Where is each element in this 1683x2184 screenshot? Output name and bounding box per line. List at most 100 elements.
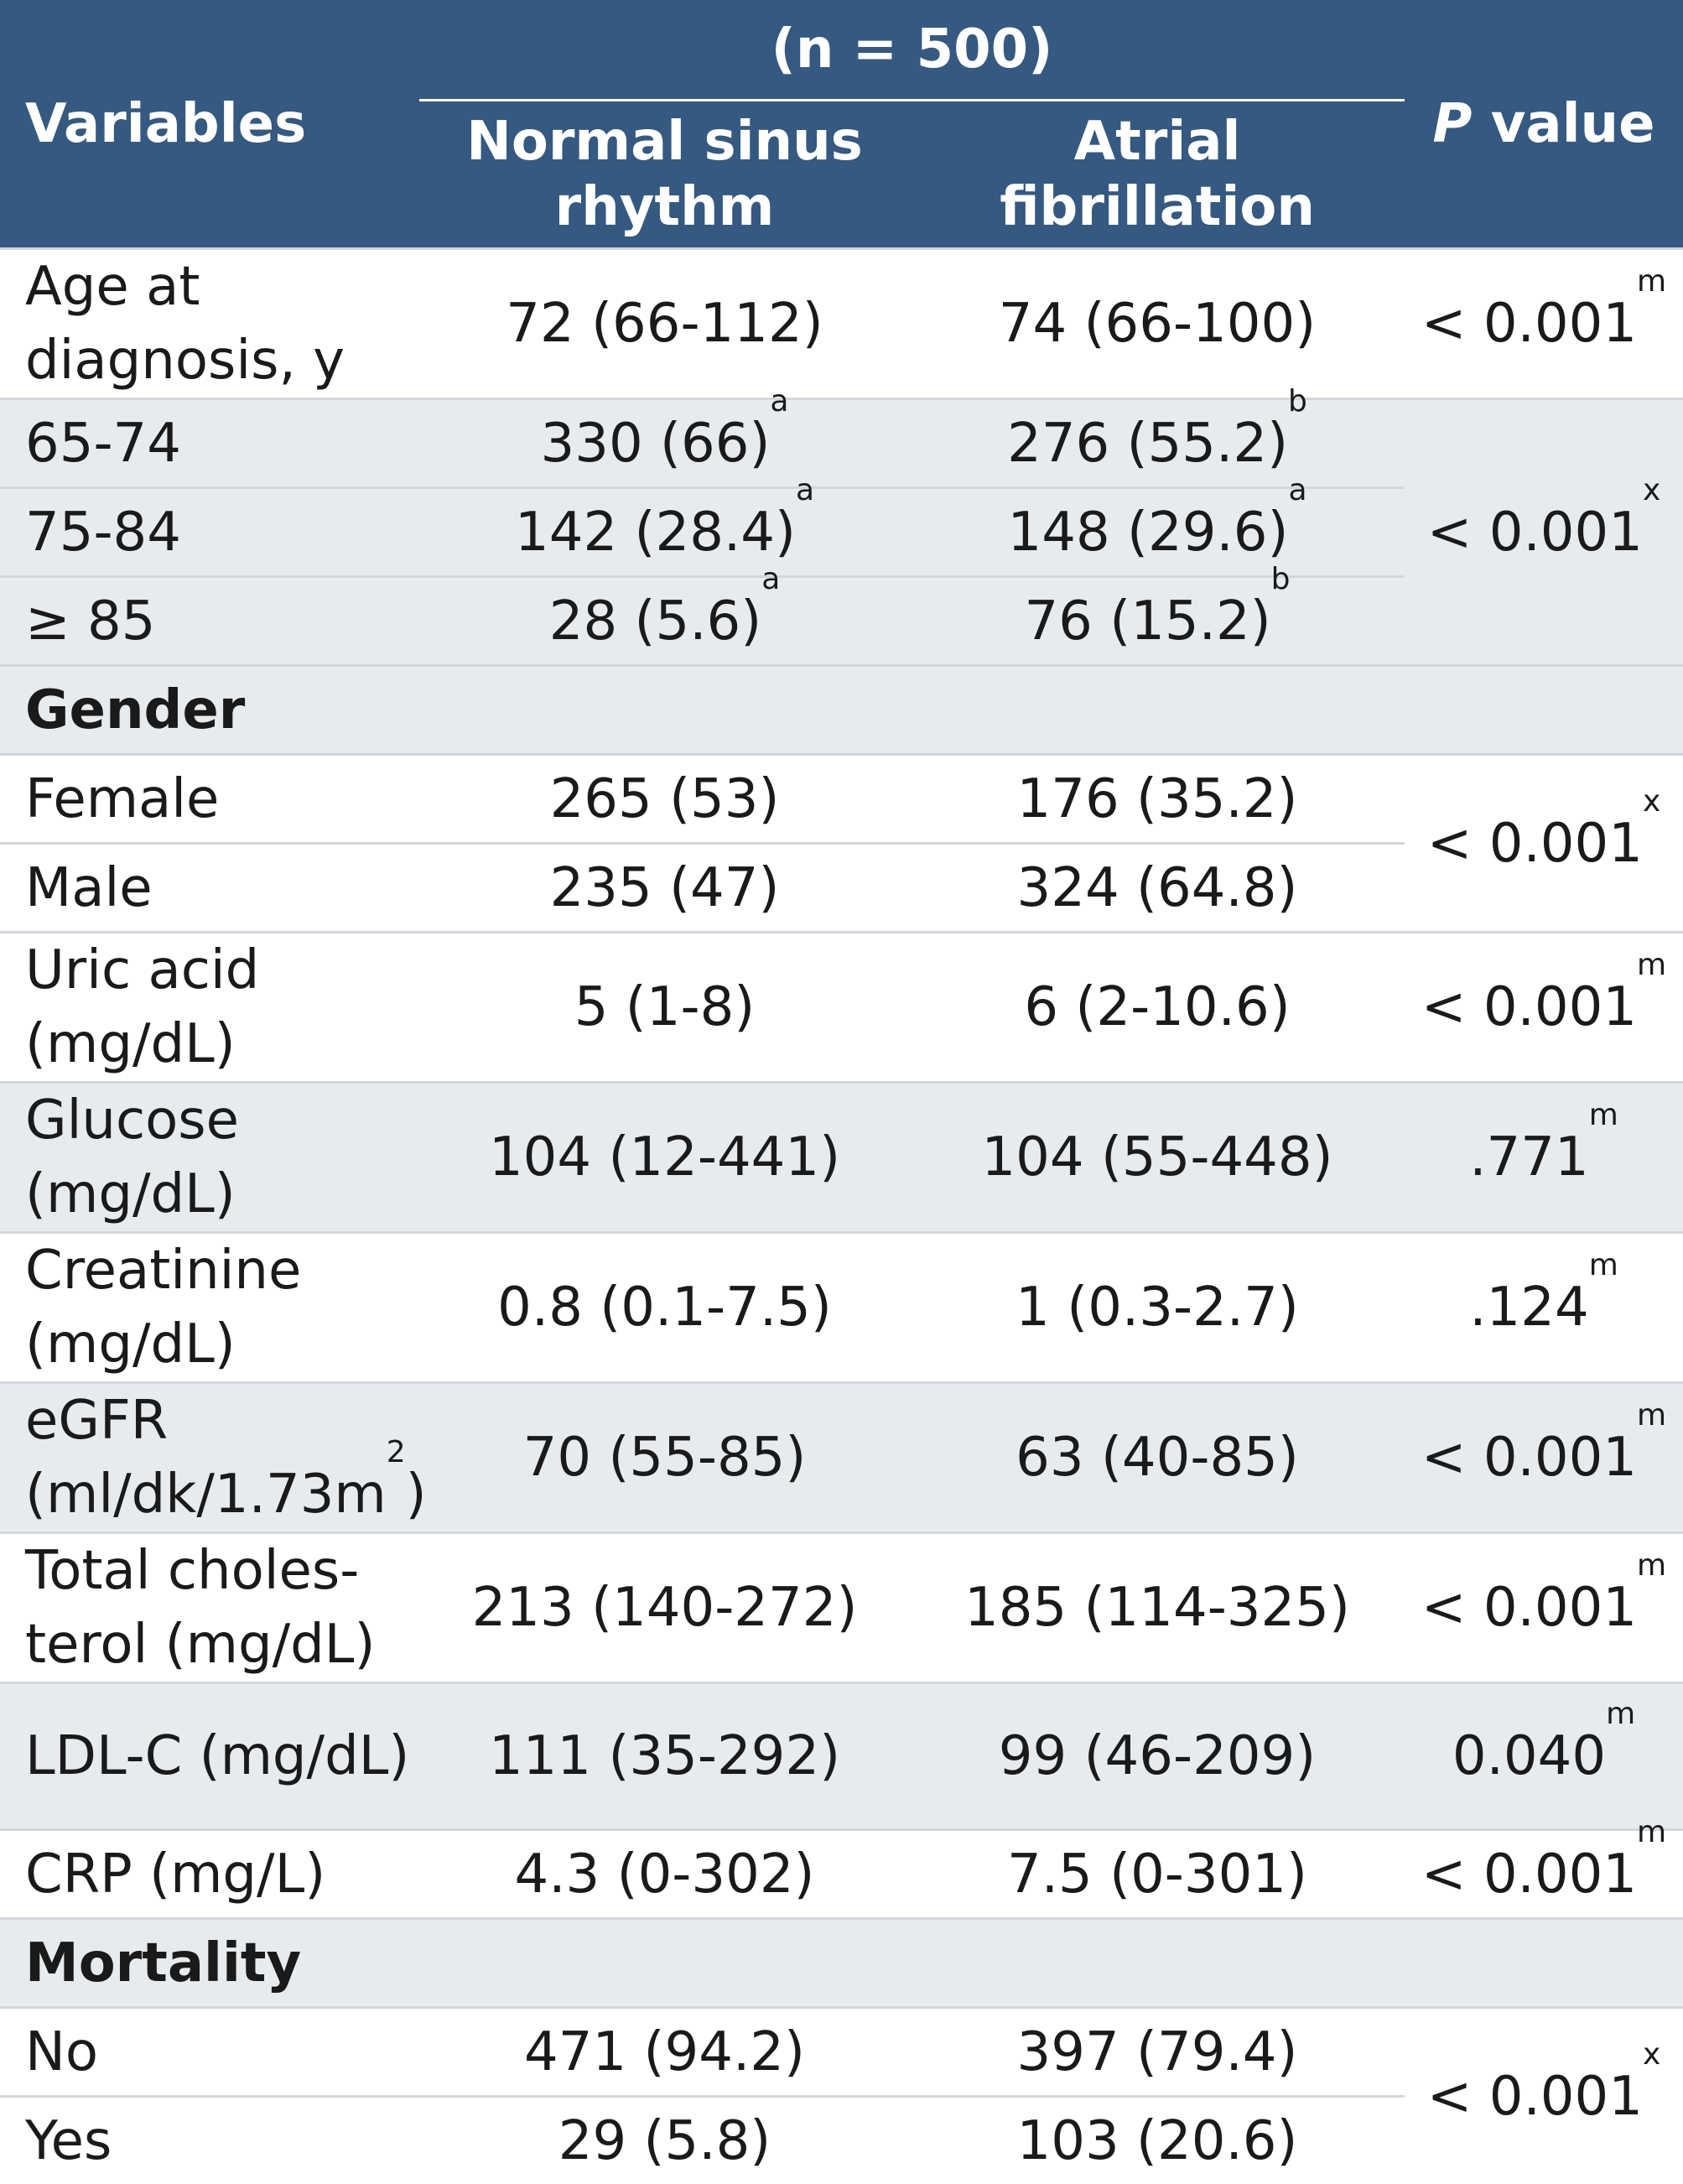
nsr-value: 70 (55-85) [419, 1383, 910, 1533]
row-label: No [0, 2008, 419, 2097]
label-part: ) [406, 1464, 427, 1526]
nsr-value: 29 (5.8) [419, 2097, 910, 2184]
p-value-text: < 0.001 [1421, 1427, 1637, 1489]
p-value-sup: m [1637, 1815, 1666, 1849]
row-label: Uric acid (mg/dL) [0, 933, 419, 1083]
af-value: 176 (35.2) [910, 755, 1405, 844]
p-value-sup: m [1637, 264, 1666, 299]
p-value: < 0.001m [1405, 1383, 1683, 1533]
nsr-value: 213 (140-272) [419, 1533, 910, 1683]
p-value-sup: x [1643, 784, 1660, 819]
af-value: 76 (15.2)b [910, 577, 1405, 666]
p-value: < 0.001m [1405, 249, 1683, 399]
header-p-value: P value [1405, 0, 1683, 249]
nsr-value: 28 (5.6)a [419, 577, 910, 666]
af-value: 99 (46-209) [910, 1683, 1405, 1830]
label-part: (ml/dk/1.73m [25, 1464, 387, 1526]
header-p-italic: P [1433, 93, 1473, 155]
row-label: Yes [0, 2097, 419, 2184]
table-row: Uric acid (mg/dL) 5 (1-8) 6 (2-10.6) < 0… [0, 933, 1683, 1083]
p-value: < 0.001m [1405, 1830, 1683, 1919]
p-value-sup: m [1589, 1248, 1618, 1282]
af-value: 324 (64.8) [910, 844, 1405, 933]
nsr-value: 104 (12-441) [419, 1083, 910, 1233]
nsr-value: 5 (1-8) [419, 933, 910, 1083]
section-label: Mortality [0, 1919, 1683, 2008]
p-value: < 0.001x [1405, 755, 1683, 933]
p-value-text: 0.040 [1452, 1725, 1606, 1787]
label-part: terol (mg/dL) [25, 1614, 375, 1676]
nsr-value: 0.8 (0.1-7.5) [419, 1233, 910, 1383]
af-value: 6 (2-10.6) [910, 933, 1405, 1083]
p-value-sup: m [1606, 1697, 1635, 1731]
p-value-sup: m [1589, 1098, 1618, 1132]
label-part: eGFR [25, 1390, 168, 1452]
value-sup: b [1288, 384, 1307, 419]
row-label: ≥ 85 [0, 577, 419, 666]
table-row: eGFR (ml/dk/1.73m2) 70 (55-85) 63 (40-85)… [0, 1383, 1683, 1533]
p-value-text: .771 [1469, 1126, 1589, 1188]
row-label: LDL-C (mg/dL) [0, 1683, 419, 1830]
table-row: Glucose (mg/dL) 104 (12-441) 104 (55-448… [0, 1083, 1683, 1233]
p-value-text: .124 [1469, 1277, 1589, 1339]
nsr-value: 142 (28.4)a [419, 488, 910, 577]
header-variables: Variables [0, 0, 419, 249]
row-label: Creatinine (mg/dL) [0, 1233, 419, 1383]
value-text: 76 (15.2) [1024, 590, 1270, 653]
af-value: 148 (29.6)a [910, 488, 1405, 577]
row-label: Female [0, 755, 419, 844]
label-sup: 2 [387, 1435, 406, 1469]
p-value-text: < 0.001 [1427, 502, 1643, 564]
table-row: Age at diagnosis, y 72 (66-112) 74 (66-1… [0, 249, 1683, 399]
p-value-text: < 0.001 [1421, 1843, 1637, 1906]
value-text: 276 (55.2) [1007, 413, 1288, 475]
p-value: < 0.001m [1405, 1533, 1683, 1683]
header-sample-size: (n = 500) [419, 0, 1405, 101]
p-value: 0.040m [1405, 1683, 1683, 1830]
value-sup: a [796, 473, 814, 507]
af-value: 74 (66-100) [910, 249, 1405, 399]
p-value: < 0.001x [1405, 2008, 1683, 2184]
af-value: 276 (55.2)b [910, 399, 1405, 488]
p-value-sup: m [1637, 948, 1666, 982]
af-value: 63 (40-85) [910, 1383, 1405, 1533]
p-value: < 0.001x [1405, 399, 1683, 666]
p-value-sup: x [1643, 473, 1660, 507]
value-sup: a [770, 384, 788, 419]
af-value: 1 (0.3-2.7) [910, 1233, 1405, 1383]
p-value: .771m [1405, 1083, 1683, 1233]
p-value-sup: x [1643, 2037, 1660, 2072]
row-label: CRP (mg/L) [0, 1830, 419, 1919]
value-text: 142 (28.4) [515, 502, 796, 564]
nsr-value: 4.3 (0-302) [419, 1830, 910, 1919]
header-p-rest: value [1472, 93, 1654, 155]
section-row-gender: Gender [0, 666, 1683, 755]
table-row: CRP (mg/L) 4.3 (0-302) 7.5 (0-301) < 0.0… [0, 1830, 1683, 1919]
p-value-text: < 0.001 [1427, 2066, 1643, 2128]
table-row: Creatinine (mg/dL) 0.8 (0.1-7.5) 1 (0.3-… [0, 1233, 1683, 1383]
label-part: Total choles- [25, 1540, 359, 1602]
row-label: Male [0, 844, 419, 933]
p-value: < 0.001m [1405, 933, 1683, 1083]
p-value-sup: m [1637, 1398, 1666, 1433]
row-label: Glucose (mg/dL) [0, 1083, 419, 1233]
af-value: 7.5 (0-301) [910, 1830, 1405, 1919]
table-row: 65-74 330 (66)a 276 (55.2)b < 0.001x [0, 399, 1683, 488]
af-value: 185 (114-325) [910, 1533, 1405, 1683]
table-header: Variables (n = 500) P value Normal sinus… [0, 0, 1683, 249]
p-value-text: < 0.001 [1427, 813, 1643, 875]
nsr-value: 235 (47) [419, 844, 910, 933]
p-value-text: < 0.001 [1421, 976, 1637, 1038]
value-text: 330 (66) [541, 413, 771, 475]
row-label: 65-74 [0, 399, 419, 488]
nsr-value: 265 (53) [419, 755, 910, 844]
table-row: Total choles-terol (mg/dL) 213 (140-272)… [0, 1533, 1683, 1683]
nsr-value: 330 (66)a [419, 399, 910, 488]
row-label: eGFR(ml/dk/1.73m2) [0, 1383, 419, 1533]
table-row: LDL-C (mg/dL) 111 (35-292) 99 (46-209) 0… [0, 1683, 1683, 1830]
section-label: Gender [0, 666, 1683, 755]
row-label: Total choles-terol (mg/dL) [0, 1533, 419, 1683]
value-text: 28 (5.6) [549, 590, 762, 653]
nsr-value: 111 (35-292) [419, 1683, 910, 1830]
table-row: No 471 (94.2) 397 (79.4) < 0.001x [0, 2008, 1683, 2097]
